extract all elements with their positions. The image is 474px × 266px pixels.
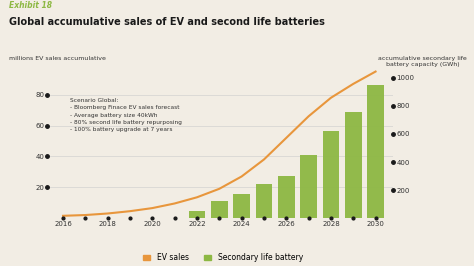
Bar (255, 184, 273, 218)
Bar (345, 111, 362, 218)
Text: Global accumulative sales of EV and second life batteries: Global accumulative sales of EV and seco… (9, 17, 325, 27)
Bar (278, 176, 295, 218)
Text: Scenario Global:
- Bloomberg Finace EV sales forecast
- Average battery size 40k: Scenario Global: - Bloomberg Finace EV s… (70, 98, 182, 132)
Bar (233, 194, 250, 218)
Bar (211, 201, 228, 218)
Bar (189, 211, 205, 218)
Text: Exhibit 18: Exhibit 18 (9, 1, 53, 10)
Bar (300, 155, 317, 218)
Legend: EV sales, Secondary life battery: EV sales, Secondary life battery (143, 253, 303, 262)
Bar (367, 85, 384, 218)
Bar (322, 131, 339, 218)
Text: accumulative secondary life
battery capacity (GWh): accumulative secondary life battery capa… (378, 56, 467, 67)
Text: millions EV sales accumulative: millions EV sales accumulative (9, 56, 106, 61)
